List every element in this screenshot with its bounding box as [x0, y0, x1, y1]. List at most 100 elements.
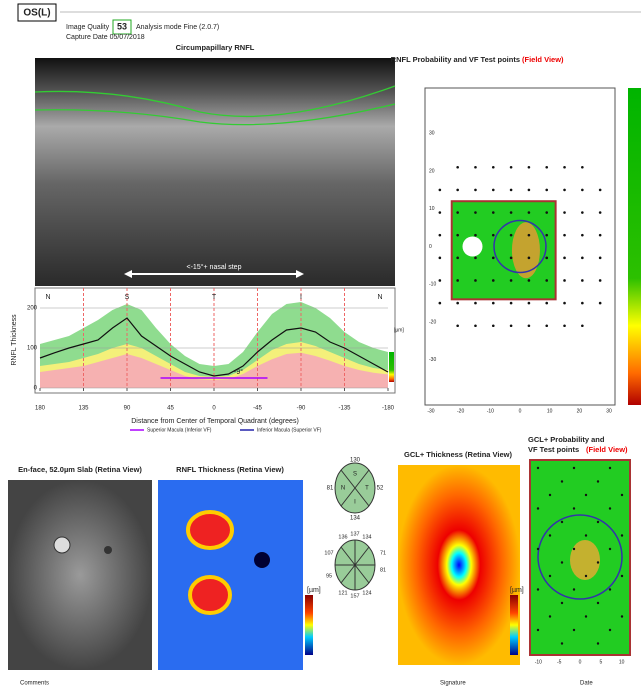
test-point [581, 279, 584, 282]
test-point [545, 166, 548, 169]
test-point [609, 467, 611, 469]
test-point [585, 615, 587, 617]
gcl-prob-view: (Field View) [586, 445, 628, 454]
y-tick-label: 200 [27, 306, 38, 312]
sector-letter: T [365, 486, 369, 492]
sector-value: 107 [324, 550, 333, 556]
test-point [492, 166, 495, 169]
test-point [528, 257, 531, 260]
x-tick-label: -90 [297, 406, 306, 412]
sector-label: I [300, 294, 302, 301]
sector-value: 95 [326, 573, 332, 579]
sector-letter: S [353, 472, 357, 478]
test-point [561, 602, 563, 604]
test-point [510, 234, 513, 237]
units: [µm] [394, 327, 404, 333]
x-tick-label: 30 [606, 408, 612, 414]
test-point [563, 189, 566, 192]
legend-label: Superior Macula (Inferior VF) [147, 427, 212, 433]
test-point [581, 234, 584, 237]
sector-value: 137 [350, 531, 359, 537]
test-point [609, 548, 611, 550]
disc [463, 237, 483, 257]
test-point [549, 615, 551, 617]
test-point [439, 302, 442, 305]
bscan-title: Circumpapillary RNFL [176, 43, 255, 52]
test-point [474, 234, 477, 237]
y-tick-label: 30 [429, 131, 435, 137]
test-point [597, 480, 599, 482]
test-point [474, 166, 477, 169]
x-label: Distance from Center of Temporal Quadran… [131, 418, 299, 425]
x-tick-label: -10 [535, 659, 542, 665]
test-point [492, 257, 495, 260]
x-tick-label: 5 [599, 659, 602, 665]
capture-date: Capture Date 05/07/2018 [66, 34, 145, 41]
test-point [581, 166, 584, 169]
defect [512, 222, 540, 278]
test-point [510, 302, 513, 305]
x-tick-label: 0 [519, 408, 522, 414]
test-point [563, 279, 566, 282]
test-point [597, 642, 599, 644]
test-point [439, 279, 442, 282]
test-point [528, 302, 531, 305]
test-point [581, 211, 584, 214]
test-point [456, 234, 459, 237]
test-point [561, 561, 563, 563]
sector-value: 71 [380, 550, 386, 556]
test-point [510, 279, 513, 282]
units: [µm] [307, 587, 321, 594]
signature: Signature [440, 681, 466, 687]
test-point [573, 629, 575, 631]
test-point [528, 189, 531, 192]
gcl-thick-image [398, 465, 520, 665]
test-point [573, 588, 575, 590]
test-point [599, 189, 602, 192]
test-point [597, 561, 599, 563]
test-point [621, 494, 623, 496]
blob [190, 577, 230, 613]
test-point [573, 507, 575, 509]
x-tick-label: 90 [124, 406, 131, 412]
sector-label: S [125, 294, 130, 301]
test-point [439, 189, 442, 192]
header: OS(L) Image Quality 53 Analysis mode Fin… [18, 4, 641, 41]
rnfl-prob-view: (Field View) [522, 55, 564, 64]
gcl-thick-title: GCL+ Thickness (Retina View) [404, 450, 513, 459]
test-point [510, 257, 513, 260]
sector-value: 130 [350, 458, 361, 464]
test-point [474, 302, 477, 305]
x-tick-label: -180 [382, 406, 395, 412]
test-point [456, 166, 459, 169]
test-point [528, 166, 531, 169]
x-tick-label: 180 [35, 406, 46, 412]
test-point [474, 324, 477, 327]
fovea [254, 552, 270, 568]
test-point [456, 324, 459, 327]
test-point [609, 588, 611, 590]
test-point [563, 234, 566, 237]
rnfl-thick-image [158, 480, 303, 670]
x-tick-label: -10 [487, 408, 494, 414]
enface-title: En-face, 52.0µm Slab (Retina View) [18, 465, 142, 474]
test-point [545, 324, 548, 327]
test-point [549, 494, 551, 496]
test-point [439, 257, 442, 260]
sector-label: N [45, 294, 50, 301]
test-point [492, 211, 495, 214]
enface-image [8, 480, 152, 670]
legend-bar [389, 352, 394, 382]
test-point [563, 324, 566, 327]
test-point [597, 521, 599, 523]
x-tick-label: 45 [167, 406, 174, 412]
test-point [474, 257, 477, 260]
test-point [573, 467, 575, 469]
test-point [563, 166, 566, 169]
x-tick-label: -5 [557, 659, 562, 665]
test-point [492, 189, 495, 192]
defect [570, 540, 600, 580]
annotation: <-15°+ nasal step [187, 263, 242, 271]
y-tick-label: 10 [429, 206, 435, 212]
rnfl-thick-title: RNFL Thickness (Retina View) [176, 465, 284, 474]
